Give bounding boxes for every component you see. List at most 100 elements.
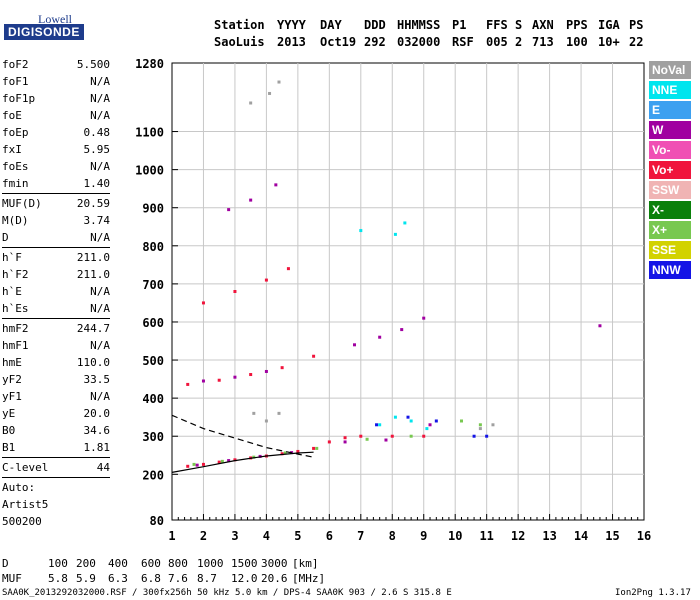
- data-point: [343, 440, 347, 444]
- parameter-label: h`F2: [2, 268, 29, 281]
- data-point: [378, 423, 382, 427]
- separator: [2, 247, 110, 248]
- parameter-row: yF1 N/A: [2, 388, 110, 405]
- data-point: [400, 328, 404, 332]
- row-value: 12.0: [231, 572, 258, 585]
- x-tick-label: 9: [420, 529, 427, 543]
- legend-item: Vo+: [649, 161, 691, 179]
- x-tick-label: 3: [231, 529, 238, 543]
- logo-lowell-text: Lowell: [38, 12, 72, 26]
- header-row2-cell: SaoLuis: [214, 35, 265, 49]
- header-row1-cell: FFS: [486, 18, 508, 32]
- x-tick-label: 4: [263, 529, 270, 543]
- data-point: [280, 366, 284, 370]
- data-point: [406, 415, 410, 419]
- parameter-row: M(D) 3.74: [2, 212, 110, 229]
- data-point: [343, 436, 347, 440]
- legend-item: NNE: [649, 81, 691, 99]
- y-tick-label: 1280: [135, 57, 164, 71]
- parameter-value: 1.40: [83, 177, 111, 190]
- parameter-label: MUF(D): [2, 197, 42, 210]
- row-value: 800: [168, 557, 188, 570]
- header-row1-cell: YYYY: [277, 18, 306, 32]
- legend-item: SSW: [649, 181, 691, 199]
- data-point: [217, 378, 221, 382]
- row-value: 1000: [197, 557, 224, 570]
- legend-item: NNW: [649, 261, 691, 279]
- row-value: 6.8: [141, 572, 161, 585]
- data-point: [233, 375, 237, 379]
- y-tick-label: 600: [142, 316, 164, 330]
- parameter-value: 33.5: [83, 373, 111, 386]
- data-point: [264, 419, 268, 423]
- row-value: 20.6: [261, 572, 288, 585]
- data-point: [485, 434, 489, 438]
- header-row1-cell: Station: [214, 18, 265, 32]
- separator: [2, 477, 110, 478]
- x-tick-label: 6: [326, 529, 333, 543]
- parameter-row: foEs N/A: [2, 158, 110, 175]
- parameter-label: M(D): [2, 214, 29, 227]
- parameter-row: foF1 N/A: [2, 73, 110, 90]
- header-row1-cell: PPS: [566, 18, 588, 32]
- legend-item: NoVal: [649, 61, 691, 79]
- data-point: [201, 462, 205, 466]
- parameter-row: hmF1 N/A: [2, 337, 110, 354]
- parameter-row: h`E N/A: [2, 283, 110, 300]
- data-point: [227, 208, 231, 212]
- row-value: 400: [108, 557, 128, 570]
- data-point: [425, 427, 429, 431]
- parameter-row: B0 34.6: [2, 422, 110, 439]
- y-tick-label: 1000: [135, 164, 164, 178]
- data-point: [274, 183, 278, 187]
- data-point: [491, 423, 495, 427]
- parameter-label: B1: [2, 441, 16, 454]
- data-point: [201, 301, 205, 305]
- header-row2-cell: 005: [486, 35, 508, 49]
- parameter-label: yE: [2, 407, 16, 420]
- header-row1-cell: IGA: [598, 18, 620, 32]
- data-point: [434, 419, 438, 423]
- x-tick-label: 10: [448, 529, 462, 543]
- parameter-value: 0.48: [83, 126, 111, 139]
- x-tick-label: 13: [542, 529, 556, 543]
- data-point: [359, 434, 363, 438]
- parameter-row: h`F2 211.0: [2, 266, 110, 283]
- data-point: [280, 452, 284, 456]
- row-value: 7.6: [168, 572, 188, 585]
- parameter-label: D: [2, 231, 9, 244]
- header-row1-cell: S: [515, 18, 523, 32]
- parameter-label: foF1: [2, 75, 29, 88]
- parameter-row: h`F 211.0: [2, 249, 110, 266]
- polarization-legend: NoVal NNE E W Vo- Vo+ SSW X- X+ SSE NNW: [649, 61, 691, 281]
- legend-item: W: [649, 121, 691, 139]
- x-tick-label: 8: [389, 529, 396, 543]
- data-point: [195, 463, 199, 467]
- parameter-row: h`Es N/A: [2, 300, 110, 317]
- parameter-label: h`F: [2, 251, 22, 264]
- parameter-value: 3.74: [83, 214, 111, 227]
- parameter-value: 5.95: [83, 143, 111, 156]
- autoscaling-text: Artist5: [2, 498, 49, 511]
- parameter-row: hmF2 244.7: [2, 320, 110, 337]
- data-point: [283, 451, 287, 455]
- data-point: [252, 411, 256, 415]
- data-point: [409, 419, 413, 423]
- legend-item: Vo-: [649, 141, 691, 159]
- header-row2-cell: 100: [566, 35, 588, 49]
- data-point: [249, 101, 253, 105]
- data-point: [378, 335, 382, 339]
- header-row1-cell: P1: [452, 18, 467, 32]
- x-tick-label: 12: [511, 529, 525, 543]
- parameter-value: 110.0: [76, 356, 110, 369]
- data-point: [478, 427, 482, 431]
- data-point: [315, 446, 319, 450]
- parameter-value: N/A: [90, 285, 110, 298]
- row-value: 100: [48, 557, 68, 570]
- data-point: [217, 460, 221, 464]
- y-tick-label: 400: [142, 392, 164, 406]
- data-point: [192, 462, 196, 466]
- y-tick-label: 800: [142, 240, 164, 254]
- y-tick-label: 80: [150, 514, 164, 528]
- parameter-label: fxI: [2, 143, 22, 156]
